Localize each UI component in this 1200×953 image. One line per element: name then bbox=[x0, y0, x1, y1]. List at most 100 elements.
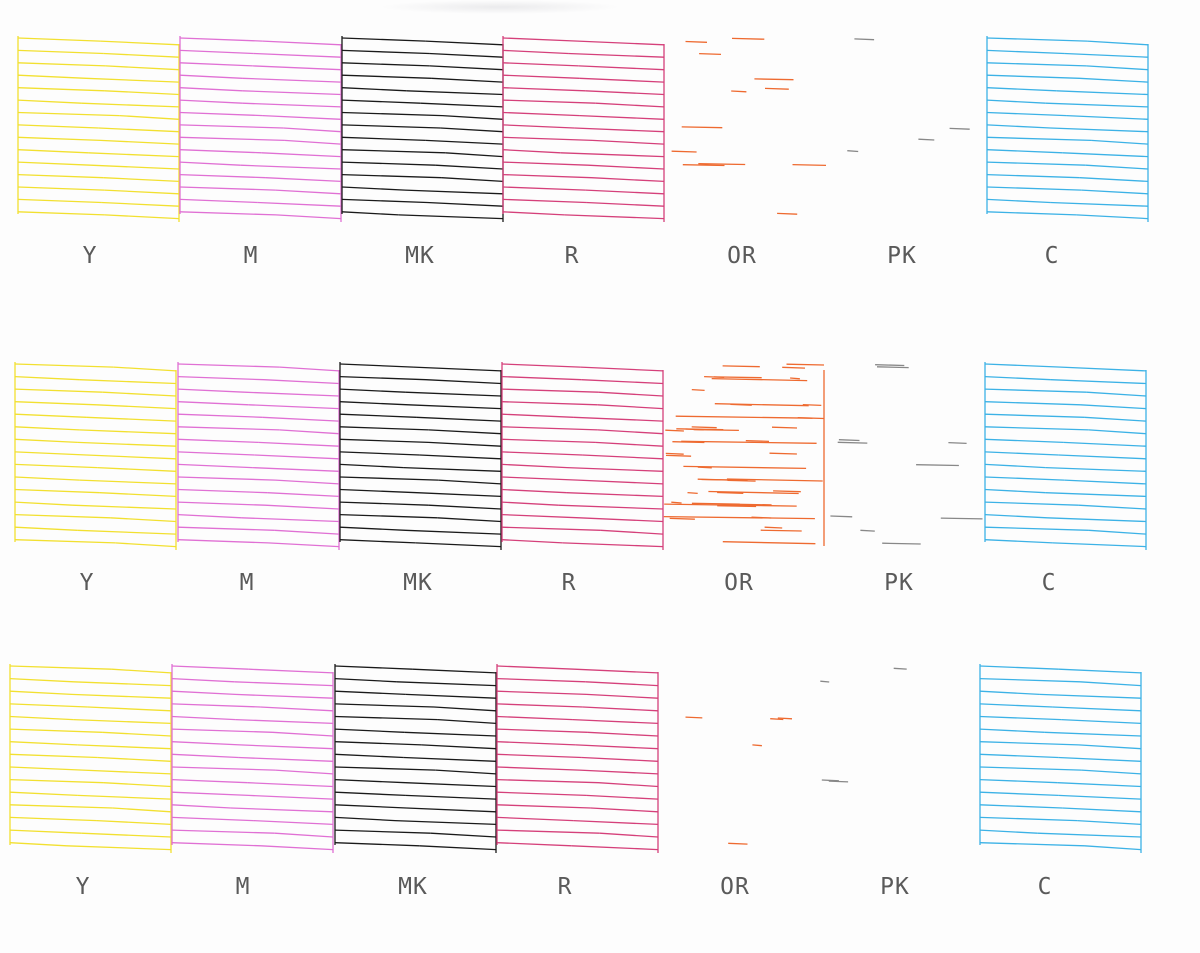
nozzle-line bbox=[14, 526, 78, 531]
nozzle-line bbox=[708, 490, 799, 495]
nozzle-line bbox=[416, 416, 502, 422]
nozzle-line bbox=[986, 124, 1051, 129]
nozzle-line bbox=[179, 37, 263, 42]
nozzle-line bbox=[1057, 782, 1142, 788]
nozzle-line bbox=[502, 186, 586, 191]
nozzle-line bbox=[1087, 40, 1149, 46]
nozzle-line bbox=[502, 74, 580, 79]
nozzle-line bbox=[177, 463, 253, 469]
nozzle-line bbox=[1050, 127, 1149, 133]
nozzle-line bbox=[115, 542, 177, 548]
nozzle-line bbox=[1076, 214, 1149, 220]
channel-label-mk: MK bbox=[405, 243, 435, 269]
nozzle-line bbox=[664, 503, 797, 507]
nozzle-line bbox=[334, 791, 406, 797]
nozzle-line bbox=[17, 49, 104, 55]
nozzle-line bbox=[339, 401, 409, 406]
nozzle-line bbox=[100, 139, 180, 145]
nozzle-dash bbox=[671, 150, 697, 153]
nozzle-dash bbox=[916, 464, 959, 467]
nozzle-line bbox=[17, 211, 105, 216]
nozzle-line bbox=[14, 401, 97, 406]
nozzle-line bbox=[9, 703, 88, 708]
nozzle-line bbox=[334, 677, 397, 683]
nozzle-line bbox=[112, 807, 172, 813]
nozzle-dash bbox=[948, 441, 967, 445]
nozzle-line bbox=[1078, 744, 1142, 750]
nozzle-line bbox=[17, 111, 120, 117]
nozzle-line bbox=[579, 77, 665, 83]
nozzle-line bbox=[984, 476, 1065, 481]
nozzle-line bbox=[242, 77, 342, 83]
nozzle-line bbox=[501, 476, 579, 481]
channel-label-m: M bbox=[243, 243, 259, 269]
nozzle-line bbox=[14, 463, 98, 469]
nozzle-dash bbox=[837, 441, 868, 444]
nozzle-line bbox=[103, 52, 180, 58]
nozzle-line bbox=[262, 40, 342, 46]
nozzle-dash bbox=[893, 667, 907, 670]
nozzle-dash bbox=[669, 517, 695, 520]
nozzle-line bbox=[177, 451, 255, 456]
channel-label-pk: PK bbox=[884, 570, 914, 596]
nozzle-line bbox=[234, 693, 334, 699]
nozzle-line bbox=[264, 504, 340, 510]
nozzle-line bbox=[568, 52, 665, 58]
nozzle-dash bbox=[821, 779, 839, 782]
nozzle-line bbox=[334, 816, 396, 822]
nozzle-dash bbox=[754, 78, 794, 81]
nozzle-line bbox=[986, 173, 1080, 179]
nozzle-dash bbox=[773, 490, 801, 493]
nozzle-line bbox=[496, 778, 599, 784]
nozzle-line bbox=[1079, 177, 1149, 183]
nozzle-line bbox=[599, 832, 659, 838]
nozzle-line bbox=[502, 62, 579, 67]
nozzle-line bbox=[14, 513, 111, 519]
nozzle-line bbox=[984, 501, 1079, 506]
nozzle-line bbox=[72, 504, 177, 510]
nozzle-line bbox=[587, 164, 665, 170]
nozzle-line bbox=[9, 829, 82, 834]
nozzle-line bbox=[986, 62, 1087, 67]
nozzle-line bbox=[502, 87, 586, 92]
nozzle-line bbox=[104, 189, 180, 195]
nozzle-line bbox=[265, 177, 342, 183]
nozzle-line bbox=[575, 744, 659, 750]
nozzle-line bbox=[339, 501, 429, 506]
nozzle-line bbox=[1062, 807, 1142, 813]
nozzle-line bbox=[1085, 164, 1149, 170]
nozzle-line bbox=[179, 186, 276, 191]
channel-label-mk: MK bbox=[403, 570, 433, 596]
nozzle-line bbox=[66, 845, 172, 851]
nozzle-line bbox=[240, 164, 342, 170]
nozzle-dash bbox=[704, 375, 725, 379]
nozzle-line bbox=[248, 404, 340, 410]
nozzle-line bbox=[419, 454, 502, 460]
nozzle-line bbox=[979, 665, 1059, 670]
nozzle-dash bbox=[717, 491, 744, 494]
nozzle-line bbox=[79, 379, 177, 385]
nozzle-line bbox=[252, 466, 340, 472]
nozzle-line bbox=[582, 706, 659, 712]
nozzle-line bbox=[425, 379, 502, 385]
channel-label-y: Y bbox=[79, 570, 95, 596]
nozzle-line bbox=[979, 753, 1059, 759]
nozzle-dash bbox=[685, 716, 703, 719]
nozzle-line bbox=[573, 819, 659, 826]
nozzle-line bbox=[986, 74, 1080, 79]
nozzle-line bbox=[177, 488, 268, 494]
nozzle-line bbox=[279, 366, 340, 372]
nozzle-dash bbox=[672, 441, 705, 444]
nozzle-line bbox=[501, 526, 601, 531]
nozzle-line bbox=[598, 782, 659, 788]
nozzle-line bbox=[586, 201, 665, 207]
nozzle-line bbox=[979, 778, 1058, 784]
nozzle-dash bbox=[875, 364, 905, 367]
nozzle-line bbox=[81, 832, 172, 838]
nozzle-line bbox=[113, 366, 177, 372]
nozzle-line bbox=[501, 363, 581, 368]
nozzle-line bbox=[234, 681, 334, 687]
nozzle-line bbox=[501, 513, 580, 519]
channel-label-c: C bbox=[1044, 243, 1060, 269]
nozzle-line bbox=[675, 415, 813, 419]
